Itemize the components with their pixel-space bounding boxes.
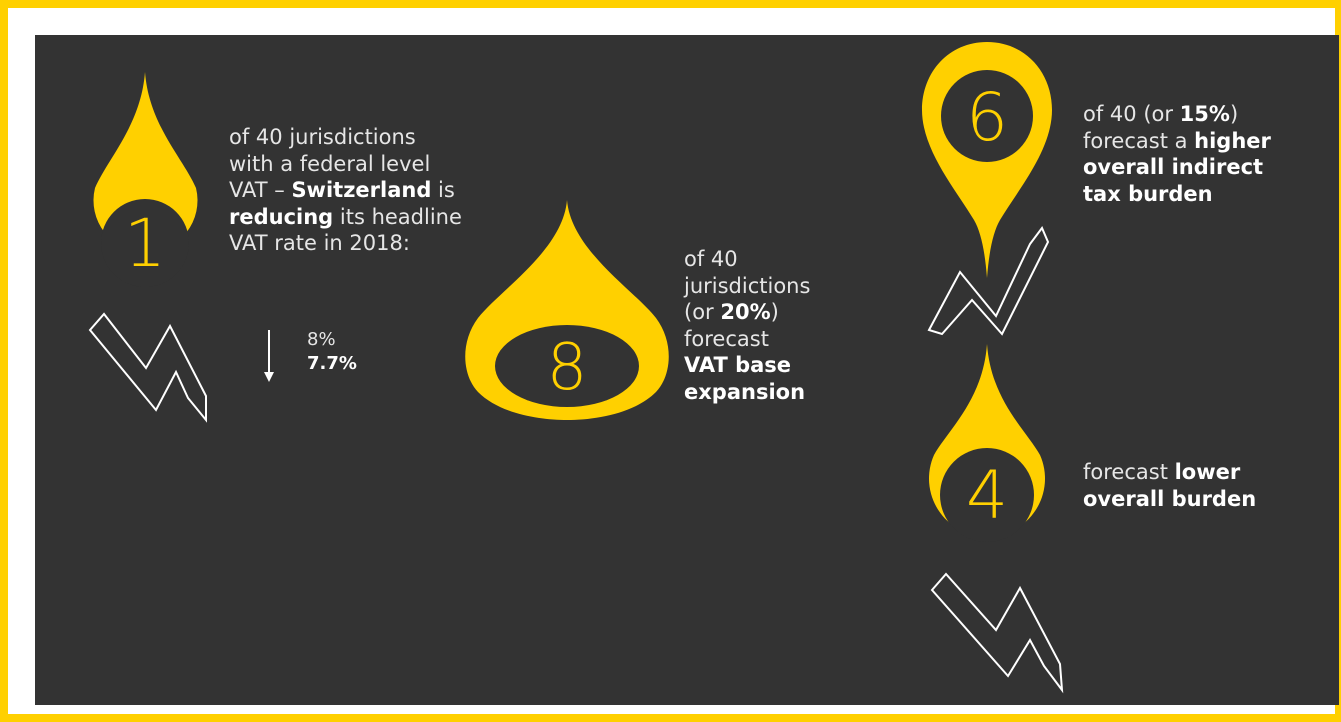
stat-8-line: VAT base (684, 353, 792, 377)
stat-8-description: of 40 jurisdictions (or 20%) forecast VA… (684, 246, 810, 405)
stat-1-line: VAT – Switzerland is (229, 178, 455, 202)
stat-4-description: forecast lower overall burden (1083, 459, 1256, 512)
stat-4-number: 4 (966, 457, 1008, 534)
stat-6-pin-icon: 6 (922, 42, 1052, 278)
stat-6-line: overall indirect (1083, 155, 1264, 179)
stat-6-line: of 40 (or 15%) (1083, 102, 1239, 126)
stat-1-line: with a federal level (229, 151, 431, 176)
stat-6-line: forecast a higher (1083, 128, 1271, 153)
stat-8-line: of 40 (684, 247, 738, 271)
stat-6-line: tax burden (1083, 181, 1213, 206)
stat-4-zigzag-down-arrow-icon (930, 572, 1064, 694)
rate-new-value: 7.7% (307, 353, 357, 374)
stat-8-drop-icon: 8 (465, 200, 669, 420)
stat-6-number: 6 (966, 79, 1008, 156)
stat-1-zigzag-down-arrow-icon (88, 312, 207, 423)
stat-4-line: forecast lower (1083, 460, 1241, 484)
stat-4-line: overall burden (1083, 486, 1257, 511)
stat-1-line: reducing its headline (229, 204, 462, 229)
stat-8-line: expansion (684, 379, 806, 404)
rate-change: 8% 7.7% (307, 328, 357, 376)
stat-8-line: (or 20%) (684, 300, 779, 324)
stat-1-line: VAT rate in 2018: (229, 231, 410, 255)
stat-6-zigzag-up-arrow-icon (927, 226, 1050, 336)
stat-8-line: jurisdictions (684, 273, 811, 298)
stat-1-line: of 40 jurisdictions (229, 125, 416, 149)
stat-8-line: forecast (684, 326, 769, 351)
rate-old-value: 8% (307, 329, 336, 350)
stat-4-drop-icon: 4 (929, 344, 1045, 542)
stat-1-description: of 40 jurisdictions with a federal level… (229, 124, 462, 257)
rate-down-arrow-icon (264, 330, 274, 382)
infographic-panel (35, 35, 1339, 705)
stat-6-description: of 40 (or 15%) forecast a higher overall… (1083, 101, 1271, 207)
stat-1-drop-icon: 1 (93, 72, 198, 287)
stat-1-number: 1 (124, 205, 166, 282)
stat-8-number: 8 (547, 331, 588, 405)
